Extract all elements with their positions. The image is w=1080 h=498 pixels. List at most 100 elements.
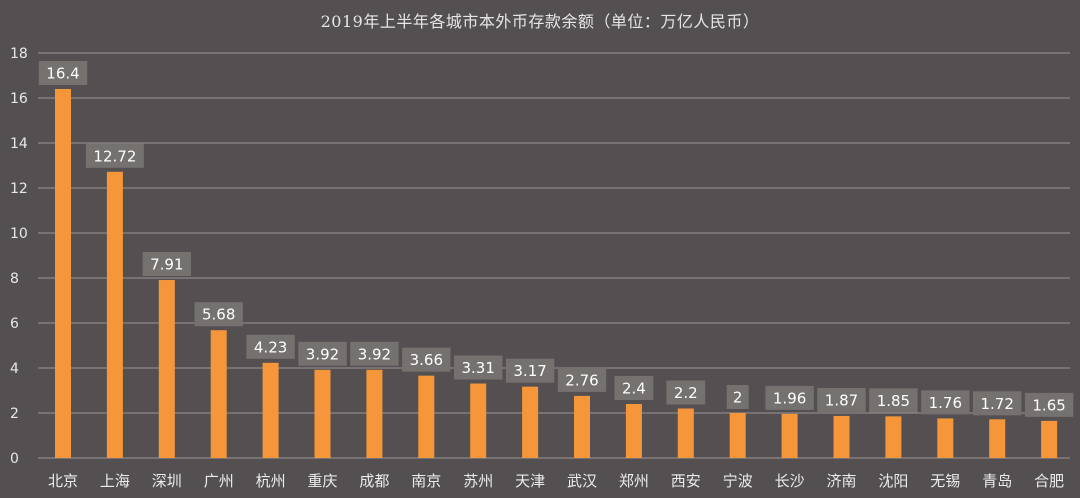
data-label-text: 2: [733, 389, 743, 407]
x-category-label: 长沙: [775, 472, 805, 490]
data-label: 16.4: [38, 61, 88, 85]
data-label: 5.68: [194, 302, 243, 327]
data-label-text: 12.72: [93, 147, 136, 165]
data-label-text: 2.4: [622, 380, 646, 398]
data-label-text: 16.4: [46, 65, 79, 83]
bars: [55, 89, 1058, 459]
data-label-box: [557, 367, 607, 392]
data-label: 3.66: [402, 347, 451, 372]
data-label-text: 3.17: [513, 362, 546, 380]
y-tick-label: 4: [10, 361, 19, 377]
y-tick-label: 14: [10, 136, 28, 152]
data-label-box: [402, 347, 451, 372]
chart-title: 2019年上半年各城市本外币存款余额（单位：万亿人民币）: [320, 12, 760, 31]
data-label-box: [298, 341, 347, 366]
data-label-text: 7.91: [150, 256, 183, 274]
bar: [574, 395, 590, 458]
data-label-box: [246, 334, 295, 359]
data-label-text: 3.66: [410, 351, 443, 369]
x-category-label: 天津: [515, 472, 545, 490]
bar: [677, 408, 694, 458]
bar: [937, 418, 954, 458]
data-label: 3.92: [298, 341, 347, 366]
data-label-text: 4.23: [254, 338, 287, 356]
data-label: 3.17: [505, 358, 555, 383]
data-label-text: 1.72: [980, 395, 1013, 413]
data-label-text: 2.2: [674, 384, 698, 402]
data-label-box: [454, 355, 503, 380]
x-category-label: 青岛: [982, 472, 1012, 490]
data-label: 3.31: [454, 355, 503, 380]
data-label: 4.23: [246, 334, 295, 359]
x-category-label: 苏州: [463, 472, 493, 490]
bar: [625, 404, 642, 458]
data-label-text: 1.76: [929, 394, 962, 412]
x-category-label: 成都: [359, 472, 389, 490]
data-label-box: [505, 358, 555, 383]
x-category-label: 西安: [671, 472, 701, 490]
bar: [210, 330, 227, 458]
y-tick-label: 2: [10, 406, 19, 422]
data-label: 1.87: [817, 387, 866, 412]
data-label: 1.85: [869, 388, 918, 413]
y-tick-label: 6: [10, 316, 19, 332]
data-label: 2.4: [614, 376, 654, 400]
x-axis-categories: 北京 上海 深圳 广州 杭州 重庆 成都 南京 苏州 天津 武汉 郑州 西安 宁波 长沙 济南 沈阳 无锡 青岛 合肥: [48, 472, 1064, 490]
bar: [885, 416, 902, 458]
data-label-text: 1.87: [825, 391, 858, 409]
data-label-box: [614, 376, 654, 400]
data-label-box: [765, 385, 814, 410]
bar: [729, 413, 746, 458]
y-tick-label: 0: [10, 451, 19, 467]
y-tick-label: 10: [10, 226, 28, 242]
x-category-label: 重庆: [307, 472, 337, 490]
data-label-box: [1024, 392, 1074, 417]
x-category-label: 深圳: [152, 472, 182, 490]
x-category-label: 武汉: [567, 472, 597, 490]
bar: [418, 375, 435, 458]
data-label-text: 3.31: [461, 359, 494, 377]
bar: [989, 419, 1006, 458]
data-label-text: 1.85: [877, 392, 910, 410]
x-category-label: 沈阳: [878, 472, 908, 490]
data-label-box: [817, 387, 866, 412]
data-label: 3.92: [350, 341, 399, 366]
x-category-label: 郑州: [619, 472, 649, 490]
data-label: 1.65: [1024, 392, 1074, 417]
y-tick-label: 18: [10, 46, 28, 62]
x-category-label: 无锡: [930, 472, 960, 490]
y-axis-ticks: 0 2 4 6 8 10 12 14 16 18: [10, 46, 28, 467]
bar: [522, 386, 539, 458]
x-category-label: 合肥: [1034, 472, 1064, 490]
bar: [366, 369, 383, 458]
bar: [262, 362, 279, 458]
data-label-text: 1.65: [1032, 396, 1065, 414]
data-label-box: [869, 388, 918, 413]
bar: [833, 415, 850, 458]
y-tick-label: 8: [10, 271, 19, 287]
data-label: 12.72: [85, 143, 144, 168]
bar: [781, 413, 798, 458]
data-label: 1.96: [765, 385, 814, 410]
x-category-label: 南京: [411, 472, 441, 490]
x-category-label: 济南: [826, 472, 856, 490]
y-tick-label: 16: [10, 91, 28, 107]
bar: [158, 280, 175, 458]
x-category-label: 上海: [100, 472, 130, 490]
data-label-box: [194, 302, 243, 327]
data-label-box: [973, 391, 1022, 416]
bar: [1041, 420, 1058, 458]
data-label: 2.2: [666, 380, 706, 405]
data-label: 7.91: [142, 252, 191, 277]
data-label: 2: [726, 385, 749, 409]
data-label: 1.72: [973, 391, 1022, 416]
data-labels: 16.4 12.72 7.91 5.68 4.23 3.92 3.92 3.66 3.31 3.1…: [38, 61, 1074, 417]
bar: [55, 89, 71, 458]
x-category-label: 杭州: [256, 472, 286, 490]
bar: [314, 369, 331, 458]
data-label-text: 3.92: [306, 345, 339, 363]
data-label: 1.76: [921, 390, 970, 415]
data-label-box: [921, 390, 970, 415]
bar: [470, 383, 487, 458]
